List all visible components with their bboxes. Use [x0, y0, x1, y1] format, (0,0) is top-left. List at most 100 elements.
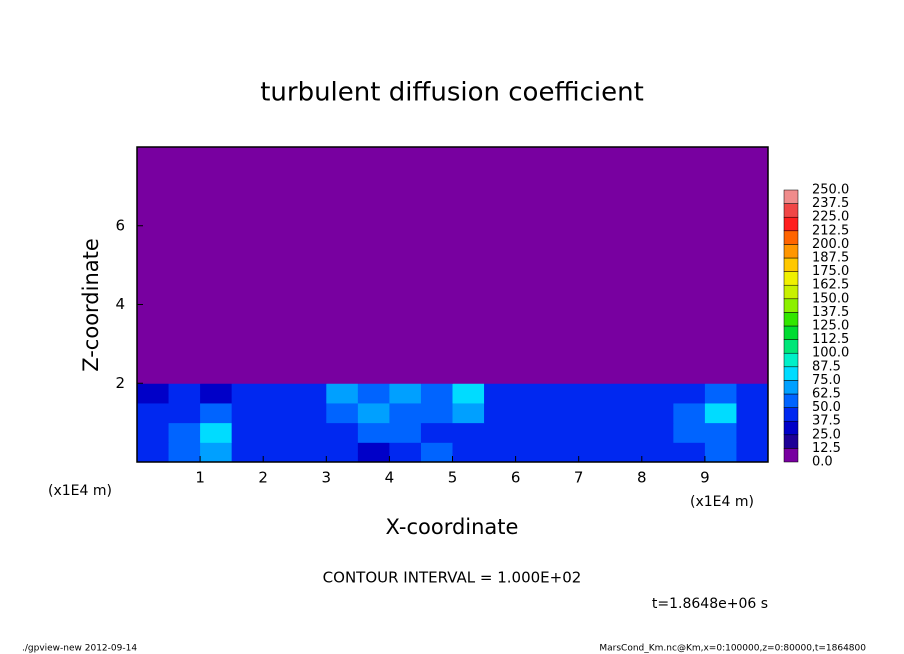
heatmap-cell [610, 442, 643, 463]
x-tick-label: 7 [574, 469, 584, 487]
heatmap-cell [610, 402, 643, 424]
heatmap-cell [515, 147, 548, 384]
colorbar-label: 212.5 [812, 223, 849, 238]
heatmap-cell [263, 383, 296, 404]
colorbar-swatch [783, 380, 799, 395]
heatmap-cell [547, 383, 580, 404]
heatmap-cell [673, 402, 706, 424]
heatmap-cell [357, 402, 390, 424]
colorbar-swatch [783, 257, 799, 272]
heatmap-cell [673, 442, 706, 463]
y-axis-label: Z-coordinate [79, 238, 103, 372]
heatmap-cell [168, 383, 201, 404]
footer-left: ./gpview-new 2012-09-14 [22, 644, 137, 654]
heatmap-cell [357, 442, 390, 463]
colorbar-label: 12.5 [812, 441, 841, 456]
x-axis-label: X-coordinate [386, 515, 519, 539]
heatmap-cell [357, 147, 390, 384]
contour-note: CONTOUR INTERVAL = 1.000E+02 [323, 569, 582, 587]
heatmap-cell [578, 147, 611, 384]
colorbar-label: 187.5 [812, 251, 849, 266]
colorbar-swatch [783, 298, 799, 313]
heatmap-cell [578, 402, 611, 424]
x-tick-label: 5 [448, 469, 458, 487]
colorbar-swatch [783, 434, 799, 449]
heatmap-cell [263, 147, 296, 384]
heatmap-cell [389, 147, 422, 384]
heatmap-cell [578, 442, 611, 463]
heatmap-cell [326, 147, 359, 384]
colorbar-label: 137.5 [812, 305, 849, 320]
heatmap-cell [515, 442, 548, 463]
x-tick-label: 2 [258, 469, 268, 487]
heatmap-cell [736, 442, 769, 463]
heatmap-cell [547, 402, 580, 424]
heatmap-cell [420, 402, 453, 424]
heatmap-cell [200, 402, 233, 424]
heatmap-cell [547, 422, 580, 443]
heatmap-cell [452, 422, 485, 443]
heatmap-cell [357, 422, 390, 443]
x-tick-label: 8 [637, 469, 647, 487]
heatmap-cell [389, 402, 422, 424]
heatmap-cell [610, 422, 643, 443]
x-tick-label: 3 [322, 469, 332, 487]
heatmap-cell [294, 402, 327, 424]
heatmap-cell [673, 383, 706, 404]
y-tick-label: 6 [115, 216, 125, 234]
heatmap-cell [420, 422, 453, 443]
heatmap-cell [704, 147, 737, 384]
x-tick-label: 1 [195, 469, 205, 487]
colorbar-label: 250.0 [812, 183, 849, 198]
heatmap-cell [420, 147, 453, 384]
heatmap-cell [420, 442, 453, 463]
colorbar-swatch [783, 284, 799, 300]
heatmap-cell [610, 147, 643, 384]
heatmap-cell [200, 147, 233, 384]
heatmap-cell [231, 402, 264, 424]
heatmap-cell [137, 442, 170, 463]
colorbar-label: 50.0 [812, 400, 841, 415]
colorbar-swatch [783, 448, 799, 463]
heatmap-cell [137, 402, 170, 424]
heatmap-cell [168, 402, 201, 424]
heatmap-cell [484, 442, 517, 463]
colorbar-swatch [783, 339, 799, 354]
colorbar-swatch [783, 271, 799, 286]
heatmap-cell [168, 442, 201, 463]
heatmap-cell [389, 422, 422, 443]
heatmap-cell [357, 383, 390, 404]
heatmap-cell [231, 422, 264, 443]
x-units: (x1E4 m) [690, 494, 754, 510]
colorbar-label: 150.0 [812, 291, 849, 306]
heatmap-cell [294, 383, 327, 404]
heatmap-cell [326, 442, 359, 463]
heatmap-cell [578, 383, 611, 404]
colorbar-label: 0.0 [812, 455, 833, 470]
colorbar-swatch [783, 203, 799, 218]
heatmap-cell [389, 383, 422, 404]
colorbar-swatch [783, 366, 799, 381]
time-note: t=1.8648e+06 s [652, 596, 768, 612]
colorbar-label: 100.0 [812, 346, 849, 361]
heatmap-cell [231, 147, 264, 384]
colorbar-swatch [783, 393, 799, 408]
y-tick-label: 2 [115, 374, 125, 392]
heatmap-cell [641, 422, 674, 443]
heatmap-cell [263, 422, 296, 443]
heatmap-cell [168, 147, 201, 384]
heatmap-cell [326, 402, 359, 424]
heatmap-cell [704, 383, 737, 404]
colorbar-swatch [783, 216, 799, 232]
heatmap-cell [736, 402, 769, 424]
heatmap-cell [294, 422, 327, 443]
heatmap-cell [420, 383, 453, 404]
colorbar-swatch [783, 312, 799, 327]
heatmap-cell [610, 383, 643, 404]
heatmap-cell [452, 147, 485, 384]
heatmap-cell [200, 442, 233, 463]
x-tick-label: 4 [385, 469, 395, 487]
heatmap-cell [389, 442, 422, 463]
heatmap-cell [736, 422, 769, 443]
x-units: (x1E4 m) [48, 483, 112, 499]
